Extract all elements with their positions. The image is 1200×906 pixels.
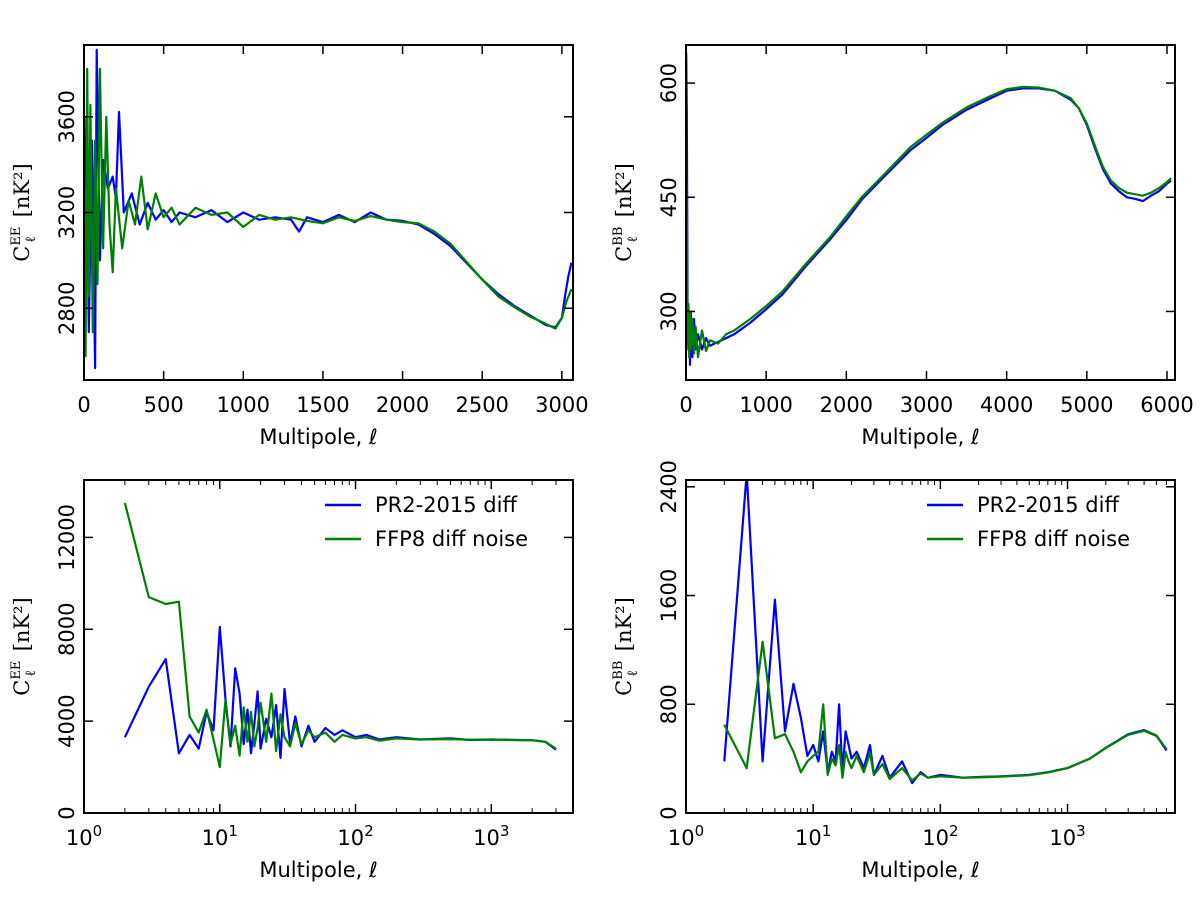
panel-top-right: 0 1000 2000 3000 4000 5000 6000 300 450 600 Multip… bbox=[611, 44, 1194, 449]
y-tick-label: 2800 bbox=[55, 281, 79, 334]
legend-label: PR2-2015 diff bbox=[375, 493, 517, 517]
legend: PR2-2015 diff FFP8 diff noise bbox=[325, 493, 528, 551]
panel-bottom-right: 100 101 102 103 0 800 1600 2400 Multipole, ℓ CBBℓ… bbox=[611, 460, 1176, 882]
axes-frame bbox=[83, 479, 574, 814]
x-tick-label: 2000 bbox=[820, 393, 873, 417]
x-axis-label: Multipole, ℓ bbox=[861, 858, 979, 882]
panel-bottom-left: 100 101 102 103 0 4000 8000 12000 Multipole, ℓ CE… bbox=[9, 479, 574, 882]
x-tick-label: 0 bbox=[77, 393, 90, 417]
x-tick-label: 3000 bbox=[900, 393, 953, 417]
y-tick-label: 0 bbox=[657, 806, 681, 819]
y-tick-label: 12000 bbox=[55, 504, 79, 571]
series-line-ffp8-diff-noise bbox=[84, 67, 573, 358]
x-axis-label: Multipole, ℓ bbox=[861, 425, 979, 449]
axes-frame bbox=[83, 44, 574, 381]
series-line-ffp8-diff-noise bbox=[723, 640, 1168, 782]
y-tick-label: 1600 bbox=[657, 569, 681, 622]
axes-frame bbox=[685, 44, 1176, 381]
y-axis-label: CEEℓ [nK²] bbox=[9, 163, 39, 261]
x-axis-label: Multipole, ℓ bbox=[259, 858, 377, 882]
plot-area bbox=[123, 502, 557, 769]
y-axis-label: CBBℓ [nK²] bbox=[611, 597, 641, 696]
y-axis-label: CEEℓ [nK²] bbox=[9, 597, 39, 695]
y-tick-label: 450 bbox=[657, 177, 681, 217]
x-tick-label: 100 bbox=[66, 822, 102, 850]
y-axis-label: CBBℓ [nK²] bbox=[611, 163, 641, 262]
x-tick-label: 101 bbox=[795, 822, 831, 850]
y-tick-label: 300 bbox=[657, 291, 681, 331]
y-tick-label: 4000 bbox=[55, 694, 79, 747]
x-tick-label: 500 bbox=[144, 393, 184, 417]
series-line-pr2-2015-diff bbox=[723, 480, 1168, 785]
x-tick-label: 1500 bbox=[296, 393, 349, 417]
x-tick-label: 102 bbox=[337, 822, 373, 850]
x-tick-label: 103 bbox=[1049, 822, 1085, 850]
x-tick-label: 100 bbox=[668, 822, 704, 850]
panel-top-left: 0 500 1000 1500 2000 2500 3000 2800 3200 3600 Mult… bbox=[9, 44, 589, 449]
series-line-ffp8-diff-noise bbox=[123, 502, 557, 769]
series-line-pr2-2015-diff bbox=[84, 48, 573, 370]
x-axis-label: Multipole, ℓ bbox=[259, 425, 377, 449]
x-tick-label: 2000 bbox=[376, 393, 429, 417]
legend-label: PR2-2015 diff bbox=[977, 493, 1119, 517]
legend-label: FFP8 diff noise bbox=[977, 527, 1130, 551]
plot-area bbox=[686, 52, 1172, 366]
y-tick-label: 3600 bbox=[55, 90, 79, 143]
y-tick-label: 800 bbox=[657, 684, 681, 724]
x-tick-label: 103 bbox=[473, 822, 509, 850]
series-line-pr2-2015-diff bbox=[123, 625, 557, 760]
x-tick-label: 5000 bbox=[1060, 393, 1113, 417]
series-line-ffp8-diff-noise bbox=[686, 85, 1172, 359]
y-tick-label: 0 bbox=[55, 806, 79, 819]
x-tick-label: 6000 bbox=[1140, 393, 1193, 417]
series-line-pr2-2015-diff bbox=[686, 52, 1172, 366]
x-tick-label: 4000 bbox=[980, 393, 1033, 417]
x-tick-label: 1000 bbox=[739, 393, 792, 417]
x-tick-label: 102 bbox=[922, 822, 958, 850]
legend-label: FFP8 diff noise bbox=[375, 527, 528, 551]
y-tick-label: 8000 bbox=[55, 603, 79, 656]
y-tick-label: 3200 bbox=[55, 186, 79, 239]
plot-area bbox=[723, 480, 1168, 785]
x-tick-label: 0 bbox=[679, 393, 692, 417]
x-tick-label: 101 bbox=[202, 822, 238, 850]
legend: PR2-2015 diff FFP8 diff noise bbox=[927, 493, 1130, 551]
plot-area bbox=[84, 48, 573, 370]
x-tick-label: 1000 bbox=[217, 393, 270, 417]
x-tick-label: 3000 bbox=[535, 393, 588, 417]
axes-frame bbox=[685, 479, 1176, 814]
y-tick-label: 600 bbox=[657, 63, 681, 103]
y-tick-label: 2400 bbox=[657, 460, 681, 513]
x-tick-label: 2500 bbox=[455, 393, 508, 417]
